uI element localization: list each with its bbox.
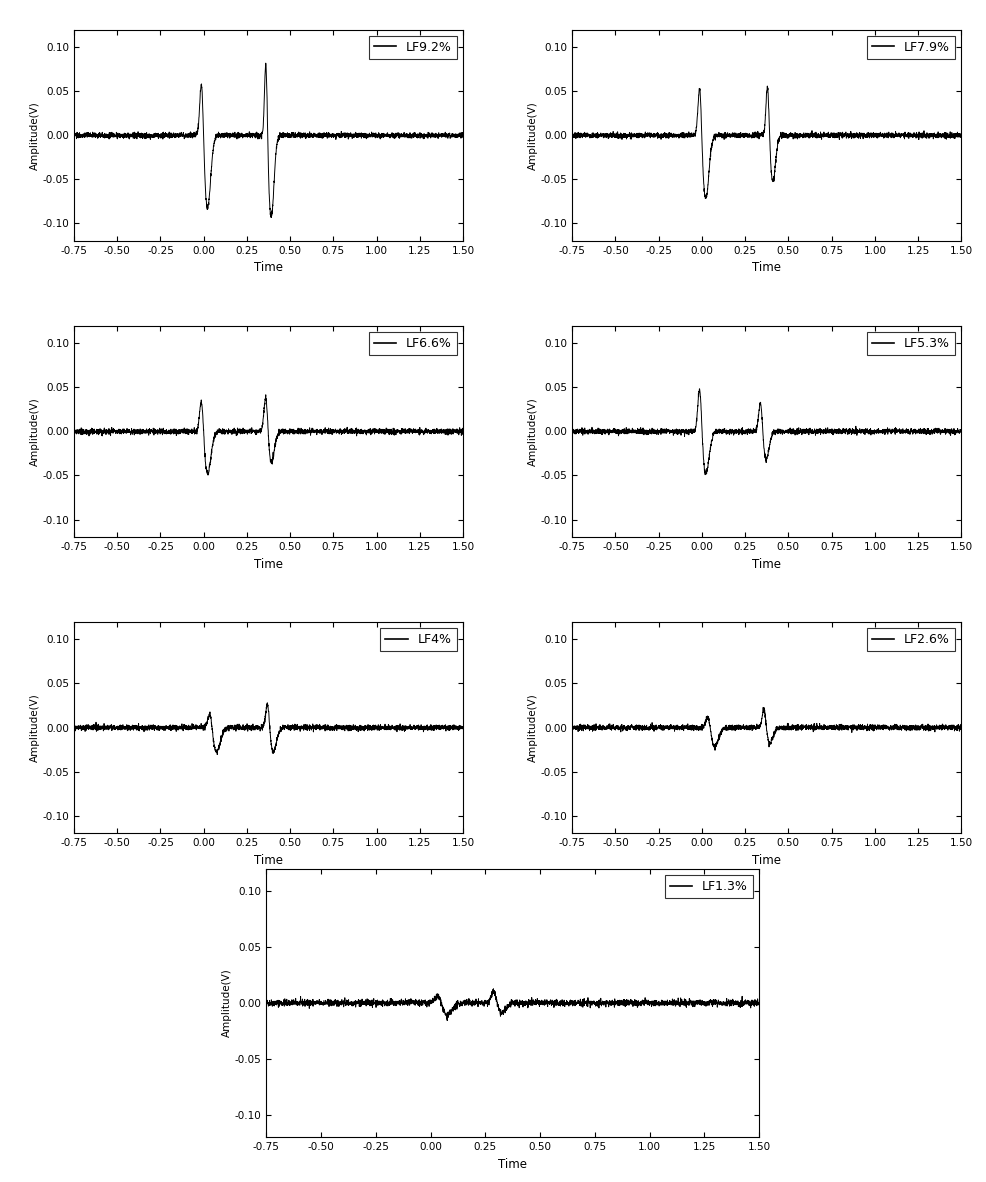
Legend: LF1.3%: LF1.3% bbox=[665, 875, 753, 898]
Legend: LF4%: LF4% bbox=[381, 628, 457, 651]
X-axis label: Time: Time bbox=[752, 261, 781, 274]
X-axis label: Time: Time bbox=[254, 853, 283, 866]
Y-axis label: Amplitude(V): Amplitude(V) bbox=[528, 397, 537, 466]
Legend: LF7.9%: LF7.9% bbox=[867, 35, 955, 59]
Y-axis label: Amplitude(V): Amplitude(V) bbox=[528, 100, 537, 170]
Legend: LF2.6%: LF2.6% bbox=[867, 628, 955, 651]
X-axis label: Time: Time bbox=[752, 558, 781, 571]
Y-axis label: Amplitude(V): Amplitude(V) bbox=[30, 397, 39, 466]
Y-axis label: Amplitude(V): Amplitude(V) bbox=[30, 693, 39, 762]
X-axis label: Time: Time bbox=[752, 853, 781, 866]
Legend: LF9.2%: LF9.2% bbox=[369, 35, 457, 59]
Y-axis label: Amplitude(V): Amplitude(V) bbox=[528, 693, 537, 762]
X-axis label: Time: Time bbox=[254, 558, 283, 571]
Y-axis label: Amplitude(V): Amplitude(V) bbox=[30, 100, 39, 170]
X-axis label: Time: Time bbox=[254, 261, 283, 274]
Legend: LF5.3%: LF5.3% bbox=[867, 332, 955, 355]
Y-axis label: Amplitude(V): Amplitude(V) bbox=[222, 968, 232, 1038]
Legend: LF6.6%: LF6.6% bbox=[369, 332, 457, 355]
X-axis label: Time: Time bbox=[498, 1157, 528, 1170]
